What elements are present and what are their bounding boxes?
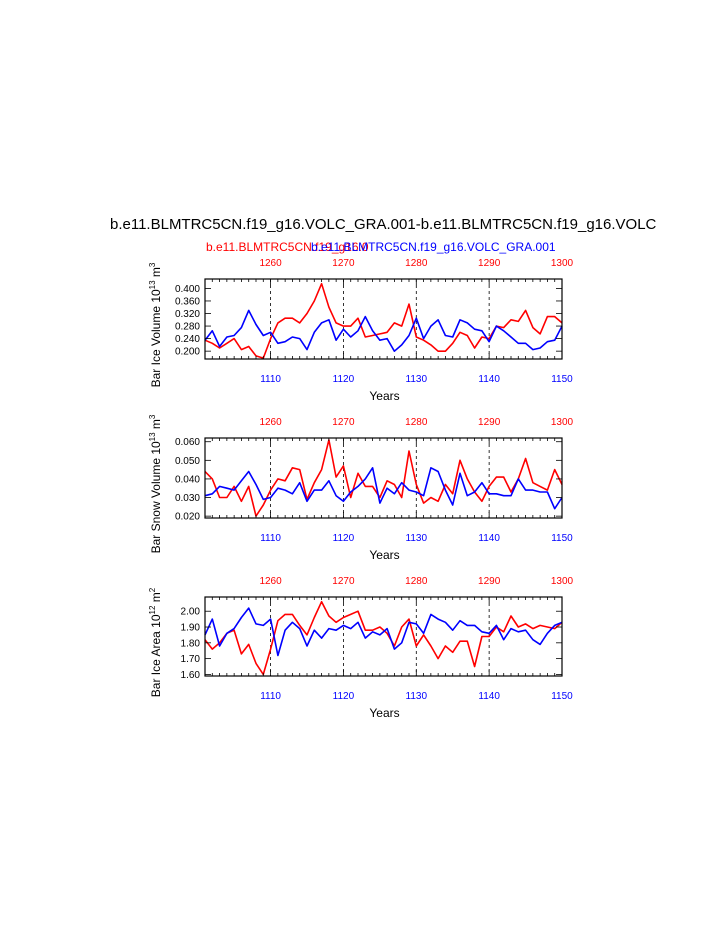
top-tick-label: 1290 xyxy=(478,258,501,269)
plot-frame xyxy=(204,596,563,677)
y-tick-label: 1.60 xyxy=(181,670,201,681)
bottom-tick-label: 1130 xyxy=(406,691,428,702)
bottom-tick-label: 1140 xyxy=(478,533,500,544)
y-tick-label: 0.400 xyxy=(175,284,200,295)
top-tick-label: 1260 xyxy=(259,576,282,587)
x-axis-label: Years xyxy=(369,389,399,403)
y-tick-label: 0.360 xyxy=(175,296,200,307)
top-tick-label: 1300 xyxy=(551,417,574,428)
legend-red-run-label: b.e11.BLMTRC5CN.f19_g16.0 xyxy=(206,240,369,254)
y-tick-label: 0.030 xyxy=(175,493,200,504)
y-tick-label: 1.90 xyxy=(181,623,201,634)
top-tick-label: 1280 xyxy=(405,417,428,428)
top-tick-label: 1280 xyxy=(405,576,428,587)
bottom-tick-label: 1110 xyxy=(260,374,281,385)
bottom-tick-label: 1150 xyxy=(551,691,573,702)
blue-series-line xyxy=(204,309,563,353)
bottom-tick-label: 1120 xyxy=(333,691,355,702)
top-tick-label: 1290 xyxy=(478,417,501,428)
red-series-line xyxy=(204,439,563,517)
y-tick-label: 0.240 xyxy=(175,334,200,345)
y-tick-label: 0.060 xyxy=(175,437,200,448)
y-tick-label: 0.050 xyxy=(175,456,200,467)
top-tick-label: 1270 xyxy=(332,258,355,269)
bottom-tick-label: 1140 xyxy=(478,374,500,385)
y-axis-label: Bar Ice Volume 1013 m3 xyxy=(148,262,163,387)
bottom-tick-label: 1150 xyxy=(551,533,573,544)
bottom-tick-label: 1130 xyxy=(406,374,428,385)
y-tick-label: 1.80 xyxy=(181,638,201,649)
y-tick-label: 2.00 xyxy=(181,607,201,618)
legend-blue-run-label: b.e11.BLMTRC5CN.f19_g16.VOLC_GRA.001 xyxy=(311,240,556,254)
blue-series-line xyxy=(204,466,563,510)
plot-frame xyxy=(204,437,563,519)
x-axis-label: Years xyxy=(369,548,399,562)
top-tick-label: 1270 xyxy=(332,576,355,587)
top-tick-label: 1260 xyxy=(259,258,282,269)
snow-volume-panel: 0.020 0.030 0.040 0.050 0.060 1110 1120 1130 114… xyxy=(148,414,574,562)
bottom-tick-label: 1130 xyxy=(406,533,428,544)
top-tick-label: 1280 xyxy=(405,258,428,269)
figure-title: b.e11.BLMTRC5CN.f19_g16.VOLC_GRA.001-b.e… xyxy=(110,216,657,233)
y-axis-label: Bar Snow Volume 1013 m3 xyxy=(148,414,163,553)
bottom-tick-label: 1110 xyxy=(260,691,281,702)
bottom-tick-label: 1110 xyxy=(260,533,281,544)
plot-frame xyxy=(204,278,563,360)
top-tick-label: 1300 xyxy=(551,576,574,587)
top-tick-label: 1300 xyxy=(551,258,574,269)
y-tick-label: 0.020 xyxy=(175,512,200,523)
x-axis-label: Years xyxy=(369,706,399,720)
top-tick-label: 1260 xyxy=(259,417,282,428)
bottom-tick-label: 1140 xyxy=(478,691,500,702)
y-tick-label: 0.040 xyxy=(175,474,200,485)
blue-series-line xyxy=(204,607,563,657)
bottom-tick-label: 1150 xyxy=(551,374,573,385)
y-axis-label: Bar Ice Area 1012 m2 xyxy=(148,587,163,697)
red-series-line xyxy=(204,282,563,359)
y-tick-label: 0.280 xyxy=(175,322,200,333)
y-tick-label: 0.200 xyxy=(175,347,200,358)
ice-area-panel: 1.60 1.70 1.80 1.90 2.00 1110 1120 1130 1140 1150… xyxy=(148,576,574,720)
bottom-tick-label: 1120 xyxy=(333,533,355,544)
red-series-line xyxy=(204,600,563,676)
top-tick-label: 1270 xyxy=(332,417,355,428)
bottom-tick-label: 1120 xyxy=(333,374,355,385)
y-tick-label: 1.70 xyxy=(181,654,201,665)
y-tick-label: 0.320 xyxy=(175,309,200,320)
top-tick-label: 1290 xyxy=(478,576,501,587)
